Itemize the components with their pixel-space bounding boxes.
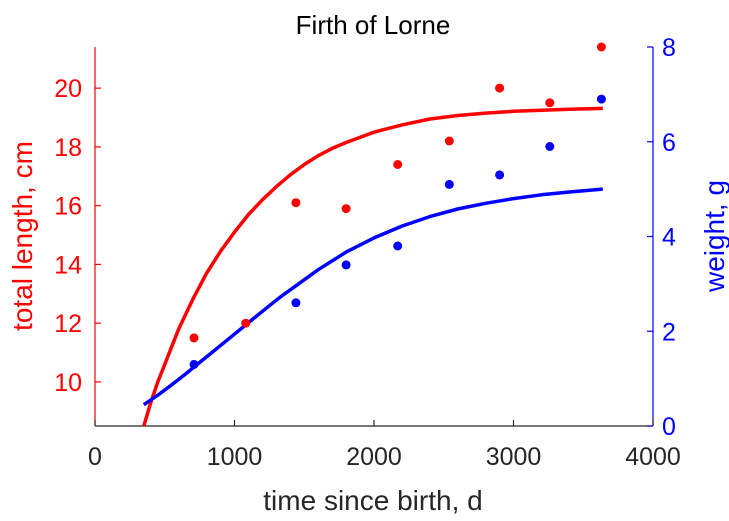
length-data-point xyxy=(545,98,555,108)
data-points xyxy=(189,42,606,369)
weight-data-point xyxy=(291,298,301,308)
tick-labels: 0 1000 2000 3000 4000 10 12 14 16 18 20 0 2 4 6 8 xyxy=(54,34,681,471)
left-y-tick-label: 14 xyxy=(54,251,82,279)
left-y-tick-label: 16 xyxy=(54,193,82,221)
left-y-tick-label: 12 xyxy=(54,310,82,338)
x-tick-label: 2000 xyxy=(346,443,402,471)
weight-data-point xyxy=(444,179,454,189)
left-y-tick-label: 20 xyxy=(54,75,82,103)
x-tick-label: 0 xyxy=(88,443,102,471)
length-data-point xyxy=(393,160,403,169)
left-y-tick-label: 10 xyxy=(54,369,82,397)
weight-fit-line xyxy=(142,187,603,407)
weight-data-point xyxy=(189,359,199,369)
right-y-tick-label: 0 xyxy=(662,413,676,441)
weight-data-point xyxy=(596,94,606,104)
length-fit-line xyxy=(142,106,603,426)
fit-lines xyxy=(142,106,603,426)
axes xyxy=(94,46,654,427)
chart-title: Firth of Lorne xyxy=(296,10,451,40)
length-data-point xyxy=(341,204,351,214)
length-data-point xyxy=(189,333,199,343)
x-tick-label: 4000 xyxy=(625,443,681,471)
length-data-point xyxy=(444,136,454,146)
right-y-tick-label: 6 xyxy=(662,129,676,157)
length-data-point xyxy=(241,318,251,328)
weight-data-point xyxy=(495,170,505,180)
right-y-axis-label: weight, g xyxy=(699,180,729,293)
weight-data-point xyxy=(545,142,555,151)
weight-data-point xyxy=(393,241,403,251)
right-y-tick-label: 4 xyxy=(662,224,676,252)
right-y-tick-label: 8 xyxy=(662,34,676,62)
weight-data-point xyxy=(341,260,351,270)
length-data-point xyxy=(495,83,505,93)
x-tick-label: 3000 xyxy=(486,443,542,471)
left-y-tick-label: 18 xyxy=(54,134,82,162)
length-data-point xyxy=(291,198,301,208)
length-data-point xyxy=(596,42,606,52)
right-y-tick-label: 2 xyxy=(662,318,676,346)
left-y-axis-label: total length, cm xyxy=(7,141,38,331)
x-axis-label: time since birth, d xyxy=(263,485,482,516)
x-tick-label: 1000 xyxy=(207,443,263,471)
